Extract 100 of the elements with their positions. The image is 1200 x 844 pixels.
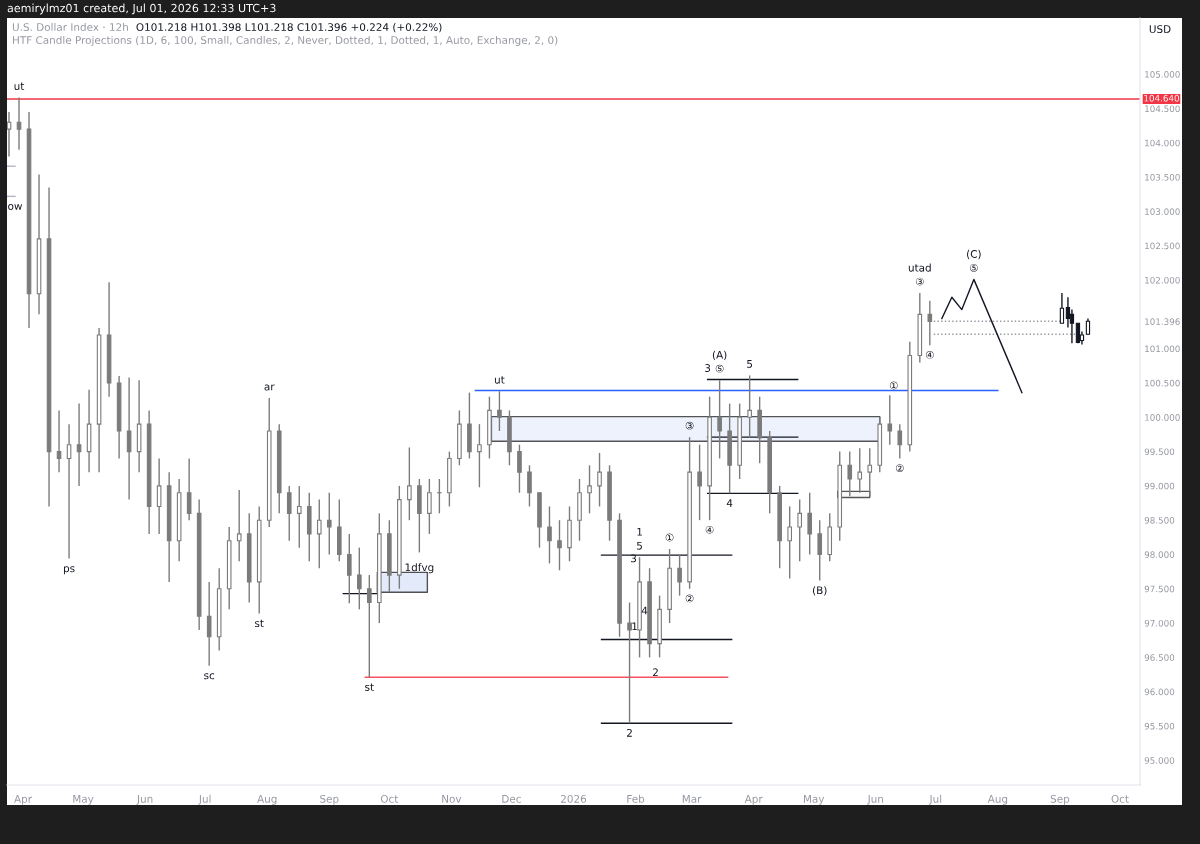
y-tick-label: 100.500 bbox=[1145, 379, 1180, 387]
x-tick-label: Mar bbox=[682, 795, 702, 803]
y-tick-label: 104.500 bbox=[1145, 105, 1180, 113]
candlestick bbox=[477, 423, 482, 488]
candlestick bbox=[7, 111, 12, 158]
candlestick bbox=[527, 464, 532, 508]
annotation: st bbox=[365, 683, 374, 691]
y-tick-label: 96.000 bbox=[1144, 688, 1175, 696]
candlestick bbox=[156, 457, 162, 535]
ref-line-label: 104.640 bbox=[1144, 94, 1179, 102]
candlestick bbox=[407, 446, 412, 521]
candlestick bbox=[316, 498, 322, 569]
annotation: ut bbox=[494, 376, 505, 384]
annotation: ⑤ bbox=[969, 263, 978, 272]
x-tick-label: May bbox=[73, 795, 94, 805]
y-tick-label: 101.000 bbox=[1145, 345, 1180, 353]
annotation: (C) bbox=[967, 249, 981, 260]
annotation: utad bbox=[908, 263, 931, 272]
candlestick bbox=[717, 379, 722, 460]
candlestick bbox=[817, 519, 823, 582]
annotation: ② bbox=[685, 594, 694, 603]
candlestick bbox=[897, 423, 903, 460]
y-tick-label: 102.500 bbox=[1145, 242, 1180, 250]
annotation: 3 bbox=[631, 554, 637, 563]
annotation: ③ bbox=[685, 421, 694, 430]
x-tick-label: Jul bbox=[198, 794, 211, 805]
annotation: ow bbox=[8, 204, 23, 210]
candlestick bbox=[497, 390, 502, 432]
candlestick bbox=[186, 457, 192, 521]
x-tick-label: 2026 bbox=[561, 794, 587, 803]
annotation: ④ bbox=[705, 525, 714, 534]
annotation: 2 bbox=[653, 668, 658, 677]
annotation: 5 bbox=[747, 360, 753, 368]
y-tick-label: 98.000 bbox=[1144, 551, 1175, 558]
candlestick bbox=[847, 450, 853, 497]
x-tick-label: Sep bbox=[320, 794, 339, 805]
candlestick bbox=[697, 444, 702, 521]
candlestick bbox=[427, 478, 432, 535]
candlestick bbox=[367, 574, 372, 678]
candlestick bbox=[747, 374, 752, 439]
candlestick bbox=[346, 533, 352, 604]
candlestick bbox=[787, 505, 792, 580]
y-tick-label: 97.000 bbox=[1144, 619, 1175, 627]
candlestick bbox=[587, 464, 592, 515]
x-tick-label: Jul bbox=[929, 794, 942, 805]
x-tick-label: Apr bbox=[744, 795, 763, 805]
y-tick-label: 105.000 bbox=[1145, 71, 1180, 78]
x-tick-label: May bbox=[803, 795, 825, 805]
annotation: ② bbox=[895, 464, 904, 473]
x-tick-label: Oct bbox=[380, 794, 399, 803]
candlestick bbox=[807, 492, 813, 556]
candlestick bbox=[206, 581, 212, 667]
annotation: ps bbox=[63, 566, 75, 575]
candlestick bbox=[296, 485, 302, 549]
annotation: 3 bbox=[705, 364, 711, 372]
x-tick-label: Aug bbox=[257, 795, 277, 805]
annotation: 1 bbox=[637, 528, 642, 536]
text: aemirylmz01 created, Jul 01, 2026 12:33 UTC+3 bbox=[7, 3, 276, 15]
y-tick-label: 95.000 bbox=[1144, 757, 1175, 764]
annotation: ar bbox=[264, 384, 275, 391]
candlestick bbox=[797, 498, 803, 563]
candlestick bbox=[326, 492, 332, 556]
candlestick bbox=[557, 519, 562, 571]
annotation: 1 bbox=[632, 622, 637, 631]
line-series bbox=[941, 278, 1023, 394]
y-tick-label: 95.500 bbox=[1144, 722, 1175, 730]
annotation: ① bbox=[889, 381, 898, 390]
candlestick bbox=[547, 505, 552, 565]
x-tick-label: Dec bbox=[502, 795, 521, 803]
y-tick-label: 96.500 bbox=[1144, 654, 1175, 661]
y-tick-label: 101.396 bbox=[1145, 318, 1180, 325]
candlestick bbox=[517, 444, 522, 494]
y-tick-label: 99.500 bbox=[1144, 448, 1175, 456]
y-tick-label: 99.000 bbox=[1144, 482, 1175, 490]
x-tick-label: Nov bbox=[442, 795, 462, 803]
candlestick bbox=[927, 299, 933, 346]
annotation: ① bbox=[665, 533, 674, 542]
annotation: sc bbox=[204, 673, 215, 680]
y-tick-label: 104.000 bbox=[1145, 139, 1180, 147]
annotation: ④ bbox=[925, 351, 934, 359]
y-tick-label: 103.000 bbox=[1145, 208, 1180, 215]
candlestick bbox=[126, 376, 132, 501]
candlestick bbox=[627, 601, 632, 724]
x-tick-label: Feb bbox=[627, 794, 645, 803]
chart-title: U.S. Dollar Index · 12h bbox=[12, 22, 128, 32]
annotation: st bbox=[255, 619, 264, 628]
annotation: 4 bbox=[726, 499, 733, 507]
annotation: 2 bbox=[627, 729, 632, 737]
candlestick bbox=[236, 489, 242, 563]
annotation: 4 bbox=[641, 606, 648, 615]
text: HTF Candle Projections (1D, 6, 100, Small, Candles, 2, Never, Dotted, 1, Dotted, 1, Auto, Exchange, 2, 0) bbox=[13, 35, 558, 47]
candlestick bbox=[677, 553, 682, 597]
y-axis-title: USD bbox=[1149, 25, 1171, 34]
annotation: O101.218 H101.398 L101.218 C101.396 +0.224 (+0.22%) bbox=[136, 22, 442, 33]
x-tick-label: Jun bbox=[136, 795, 153, 805]
annotation: ⑤ bbox=[715, 364, 724, 373]
y-tick-label: 102.000 bbox=[1145, 276, 1180, 284]
candlestick bbox=[286, 485, 292, 542]
y-tick-label: 100.000 bbox=[1145, 414, 1180, 421]
y-tick-label: 103.500 bbox=[1145, 173, 1180, 181]
